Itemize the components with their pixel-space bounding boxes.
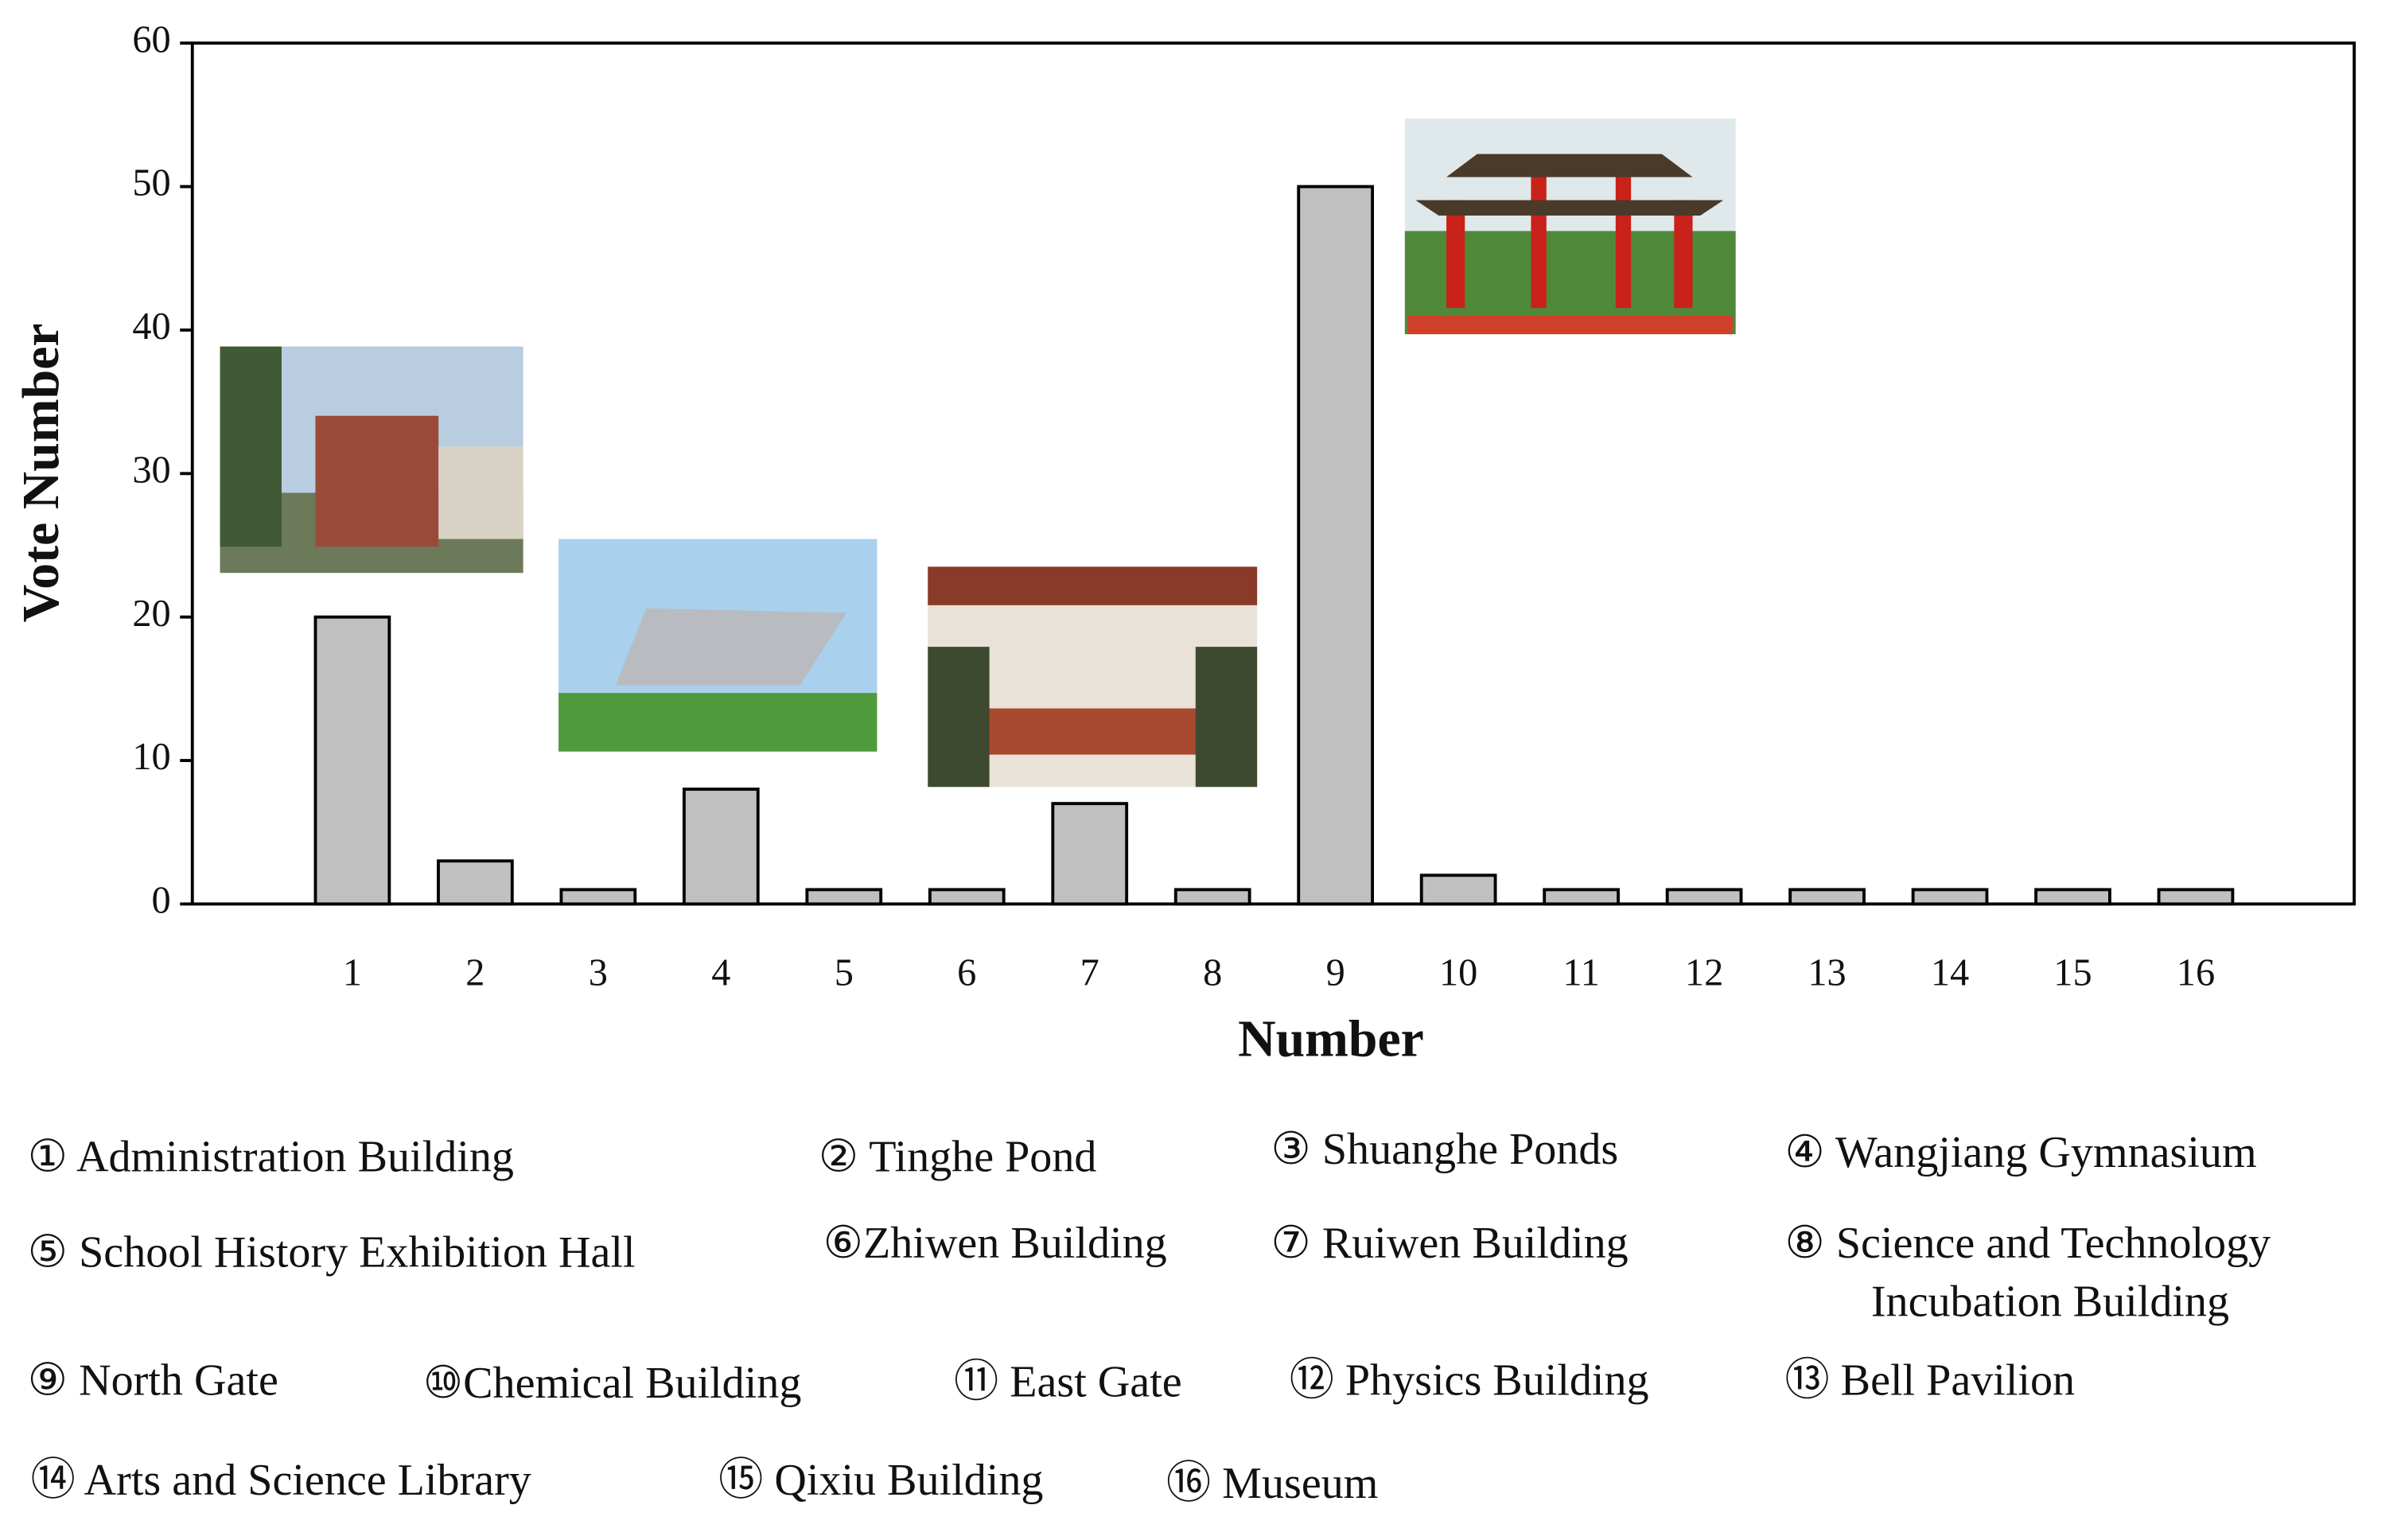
legend-item: ⑮ Qixiu Building [718, 1456, 1043, 1505]
x-tick-label: 4 [711, 952, 730, 994]
legend-item: ⑤ School History Exhibition Hall [28, 1228, 636, 1278]
y-tick-label: 60 [132, 18, 170, 60]
x-tick-label: 8 [1203, 952, 1222, 994]
legend-item: ⑫ Physics Building [1290, 1355, 1649, 1405]
x-tick-label: 13 [1808, 952, 1846, 994]
legend-item: ⑥Zhiwen Building [823, 1219, 1167, 1268]
bar [2157, 888, 2235, 906]
legend-item: ⑭ Arts and Science Library [31, 1456, 531, 1505]
x-tick-label: 10 [1439, 952, 1477, 994]
photo [558, 539, 878, 752]
bar [1911, 888, 1989, 906]
y-tick-label: 30 [132, 449, 170, 491]
legend-item: ⑪ East Gate [954, 1357, 1182, 1406]
y-tick-label: 50 [132, 162, 170, 204]
bar [1665, 888, 1743, 906]
legend-item: ② Tinghe Pond [819, 1133, 1097, 1182]
photo [928, 566, 1258, 788]
y-tick-label: 0 [152, 880, 171, 922]
legend-item: ⑨ North Gate [28, 1355, 278, 1405]
y-axis-label: Vote Number [12, 323, 70, 622]
y-tick-label: 40 [132, 305, 170, 348]
bar [682, 788, 760, 906]
bar [928, 888, 1006, 906]
legend-item: ⑬ Bell Pavilion [1785, 1355, 2076, 1405]
x-tick-label: 9 [1326, 952, 1345, 994]
legend-item: ① Administration Building [28, 1133, 514, 1182]
bar [1419, 873, 1497, 906]
legend-item: ⑩Chemical Building [423, 1359, 802, 1408]
x-tick-label: 7 [1080, 952, 1099, 994]
photo [220, 346, 523, 574]
bar [1543, 888, 1620, 906]
bar [2034, 888, 2111, 906]
x-tick-label: 6 [957, 952, 976, 994]
legend-item: ⑧ Science and Technology [1785, 1219, 2271, 1268]
x-tick-label: 12 [1685, 952, 1723, 994]
x-tick-label: 14 [1931, 952, 1969, 994]
x-tick-label: 2 [465, 952, 485, 994]
x-tick-label: 16 [2177, 952, 2215, 994]
legend-item: ⑯ Museum [1166, 1459, 1378, 1508]
bar [1788, 888, 1866, 906]
photo [1404, 119, 1736, 335]
x-tick-label: 1 [343, 952, 362, 994]
bar [313, 615, 391, 906]
x-tick-label: 5 [835, 952, 854, 994]
bar [1297, 185, 1375, 906]
bar [1051, 802, 1129, 906]
x-tick-label: 15 [2053, 952, 2092, 994]
y-tick-label: 10 [132, 736, 170, 778]
x-tick-label: 3 [589, 952, 608, 994]
legend-item: ⑦ Ruiwen Building [1271, 1219, 1629, 1268]
legend-item: Incubation Building [1871, 1278, 2229, 1327]
legend-item: ③ Shuanghe Ponds [1271, 1125, 1619, 1174]
y-tick-label: 20 [132, 593, 170, 635]
x-tick-label: 11 [1562, 952, 1600, 994]
legend-item: ④ Wangjiang Gymnasium [1785, 1128, 2257, 1177]
bar [1173, 888, 1251, 906]
bar [559, 888, 637, 906]
bar [805, 888, 883, 906]
bar [437, 859, 514, 906]
x-axis-label: Number [1238, 1010, 1424, 1068]
